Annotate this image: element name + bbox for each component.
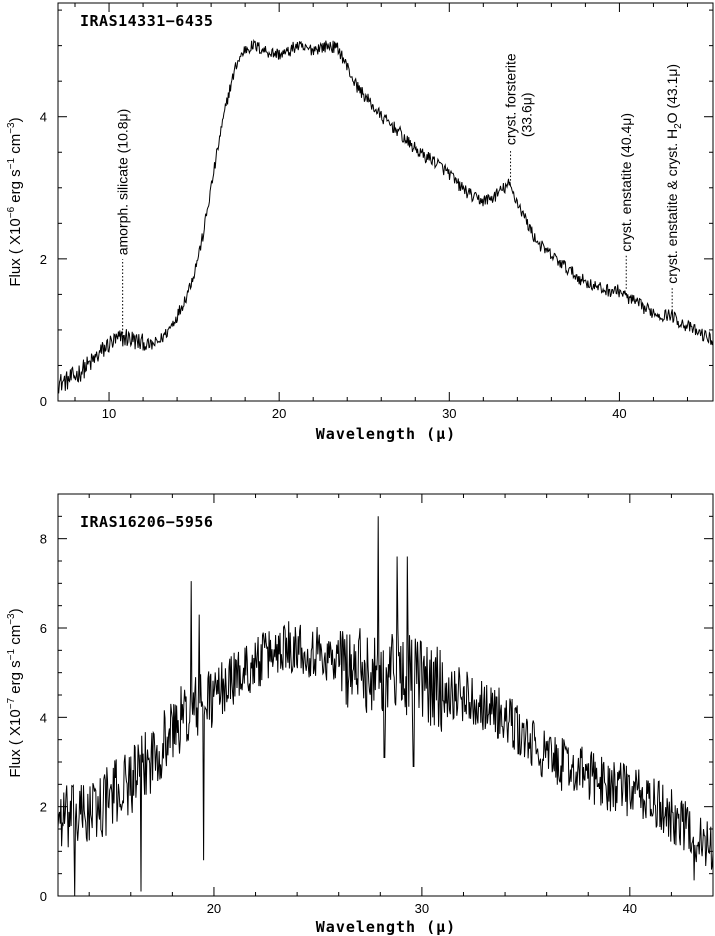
panel-1-axes [57, 2, 714, 402]
panel-1-title: IRAS14331−6435 [80, 12, 213, 30]
panel-1-ylabel: Flux ( X10−6 erg s−1 cm−3) [6, 117, 24, 286]
y-tick-label: 4 [40, 110, 47, 125]
panel-1-annotations: amorph. silicate (10.8μ) cryst. forsterit… [115, 53, 684, 338]
y-tick-label: 0 [40, 394, 47, 409]
x-tick-label: 20 [272, 406, 286, 421]
panel-1-frame [57, 2, 714, 402]
x-tick-label: 40 [612, 406, 626, 421]
panel-2-xlabel: Wavelength (μ) [316, 918, 456, 936]
panel-2-title: IRAS16206−5956 [80, 513, 213, 531]
annotation-label: amorph. silicate (10.8μ) [115, 109, 131, 256]
x-tick-label: 20 [207, 901, 221, 916]
panel-1: IRAS14331−6435 10 20 30 40 0 2 4 amorph. silic… [6, 2, 714, 443]
y-tick-label: 2 [40, 800, 47, 815]
panel-2-spectrum [57, 516, 714, 897]
panel-2-ticks: 20 30 40 0 2 4 6 8 [40, 493, 714, 916]
y-tick-label: 6 [40, 621, 47, 636]
y-tick-label: 2 [40, 252, 47, 267]
x-tick-label: 40 [623, 901, 637, 916]
panel-2: IRAS16206−5956 20 30 40 0 2 4 6 8 Wavelength (μ… [6, 493, 714, 936]
spectrum-line [57, 38, 714, 394]
y-tick-label: 0 [40, 889, 47, 904]
panel-1-xlabel: Wavelength (μ) [316, 425, 456, 443]
y-tick-label: 4 [40, 710, 47, 725]
x-tick-label: 30 [442, 406, 456, 421]
annotation-label: cryst. forsterite [503, 53, 519, 145]
panel-1-ticks: 10 20 30 40 0 2 4 [40, 3, 713, 421]
panel-2-ylabel: Flux ( X10−7 erg s−1 cm−3) [6, 608, 24, 777]
panel-1-spectrum [57, 38, 714, 394]
x-tick-label: 10 [102, 406, 116, 421]
annotation-label: cryst. enstatite (40.4μ) [618, 113, 634, 252]
y-tick-label: 8 [40, 532, 47, 547]
annotation-label: cryst. enstatite & cryst. H2O (43.1μ) [664, 64, 684, 284]
annotation-label-line2: (33.6μ) [519, 93, 535, 138]
spectrum-line [57, 516, 714, 897]
x-tick-label: 30 [415, 901, 429, 916]
